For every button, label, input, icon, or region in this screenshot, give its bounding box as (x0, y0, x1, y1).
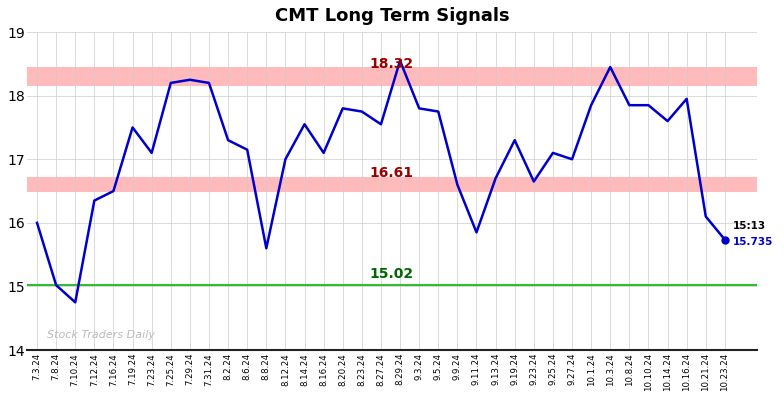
Text: 15:13: 15:13 (732, 221, 766, 231)
Bar (27, 177, 757, 192)
Text: 15.02: 15.02 (369, 267, 413, 281)
Text: Stock Traders Daily: Stock Traders Daily (46, 330, 154, 340)
Title: CMT Long Term Signals: CMT Long Term Signals (275, 7, 510, 25)
Bar (27, 67, 757, 86)
Text: 16.61: 16.61 (369, 166, 413, 180)
Text: 18.32: 18.32 (369, 57, 413, 72)
Point (719, 236, 731, 243)
Text: 15.735: 15.735 (732, 236, 773, 247)
